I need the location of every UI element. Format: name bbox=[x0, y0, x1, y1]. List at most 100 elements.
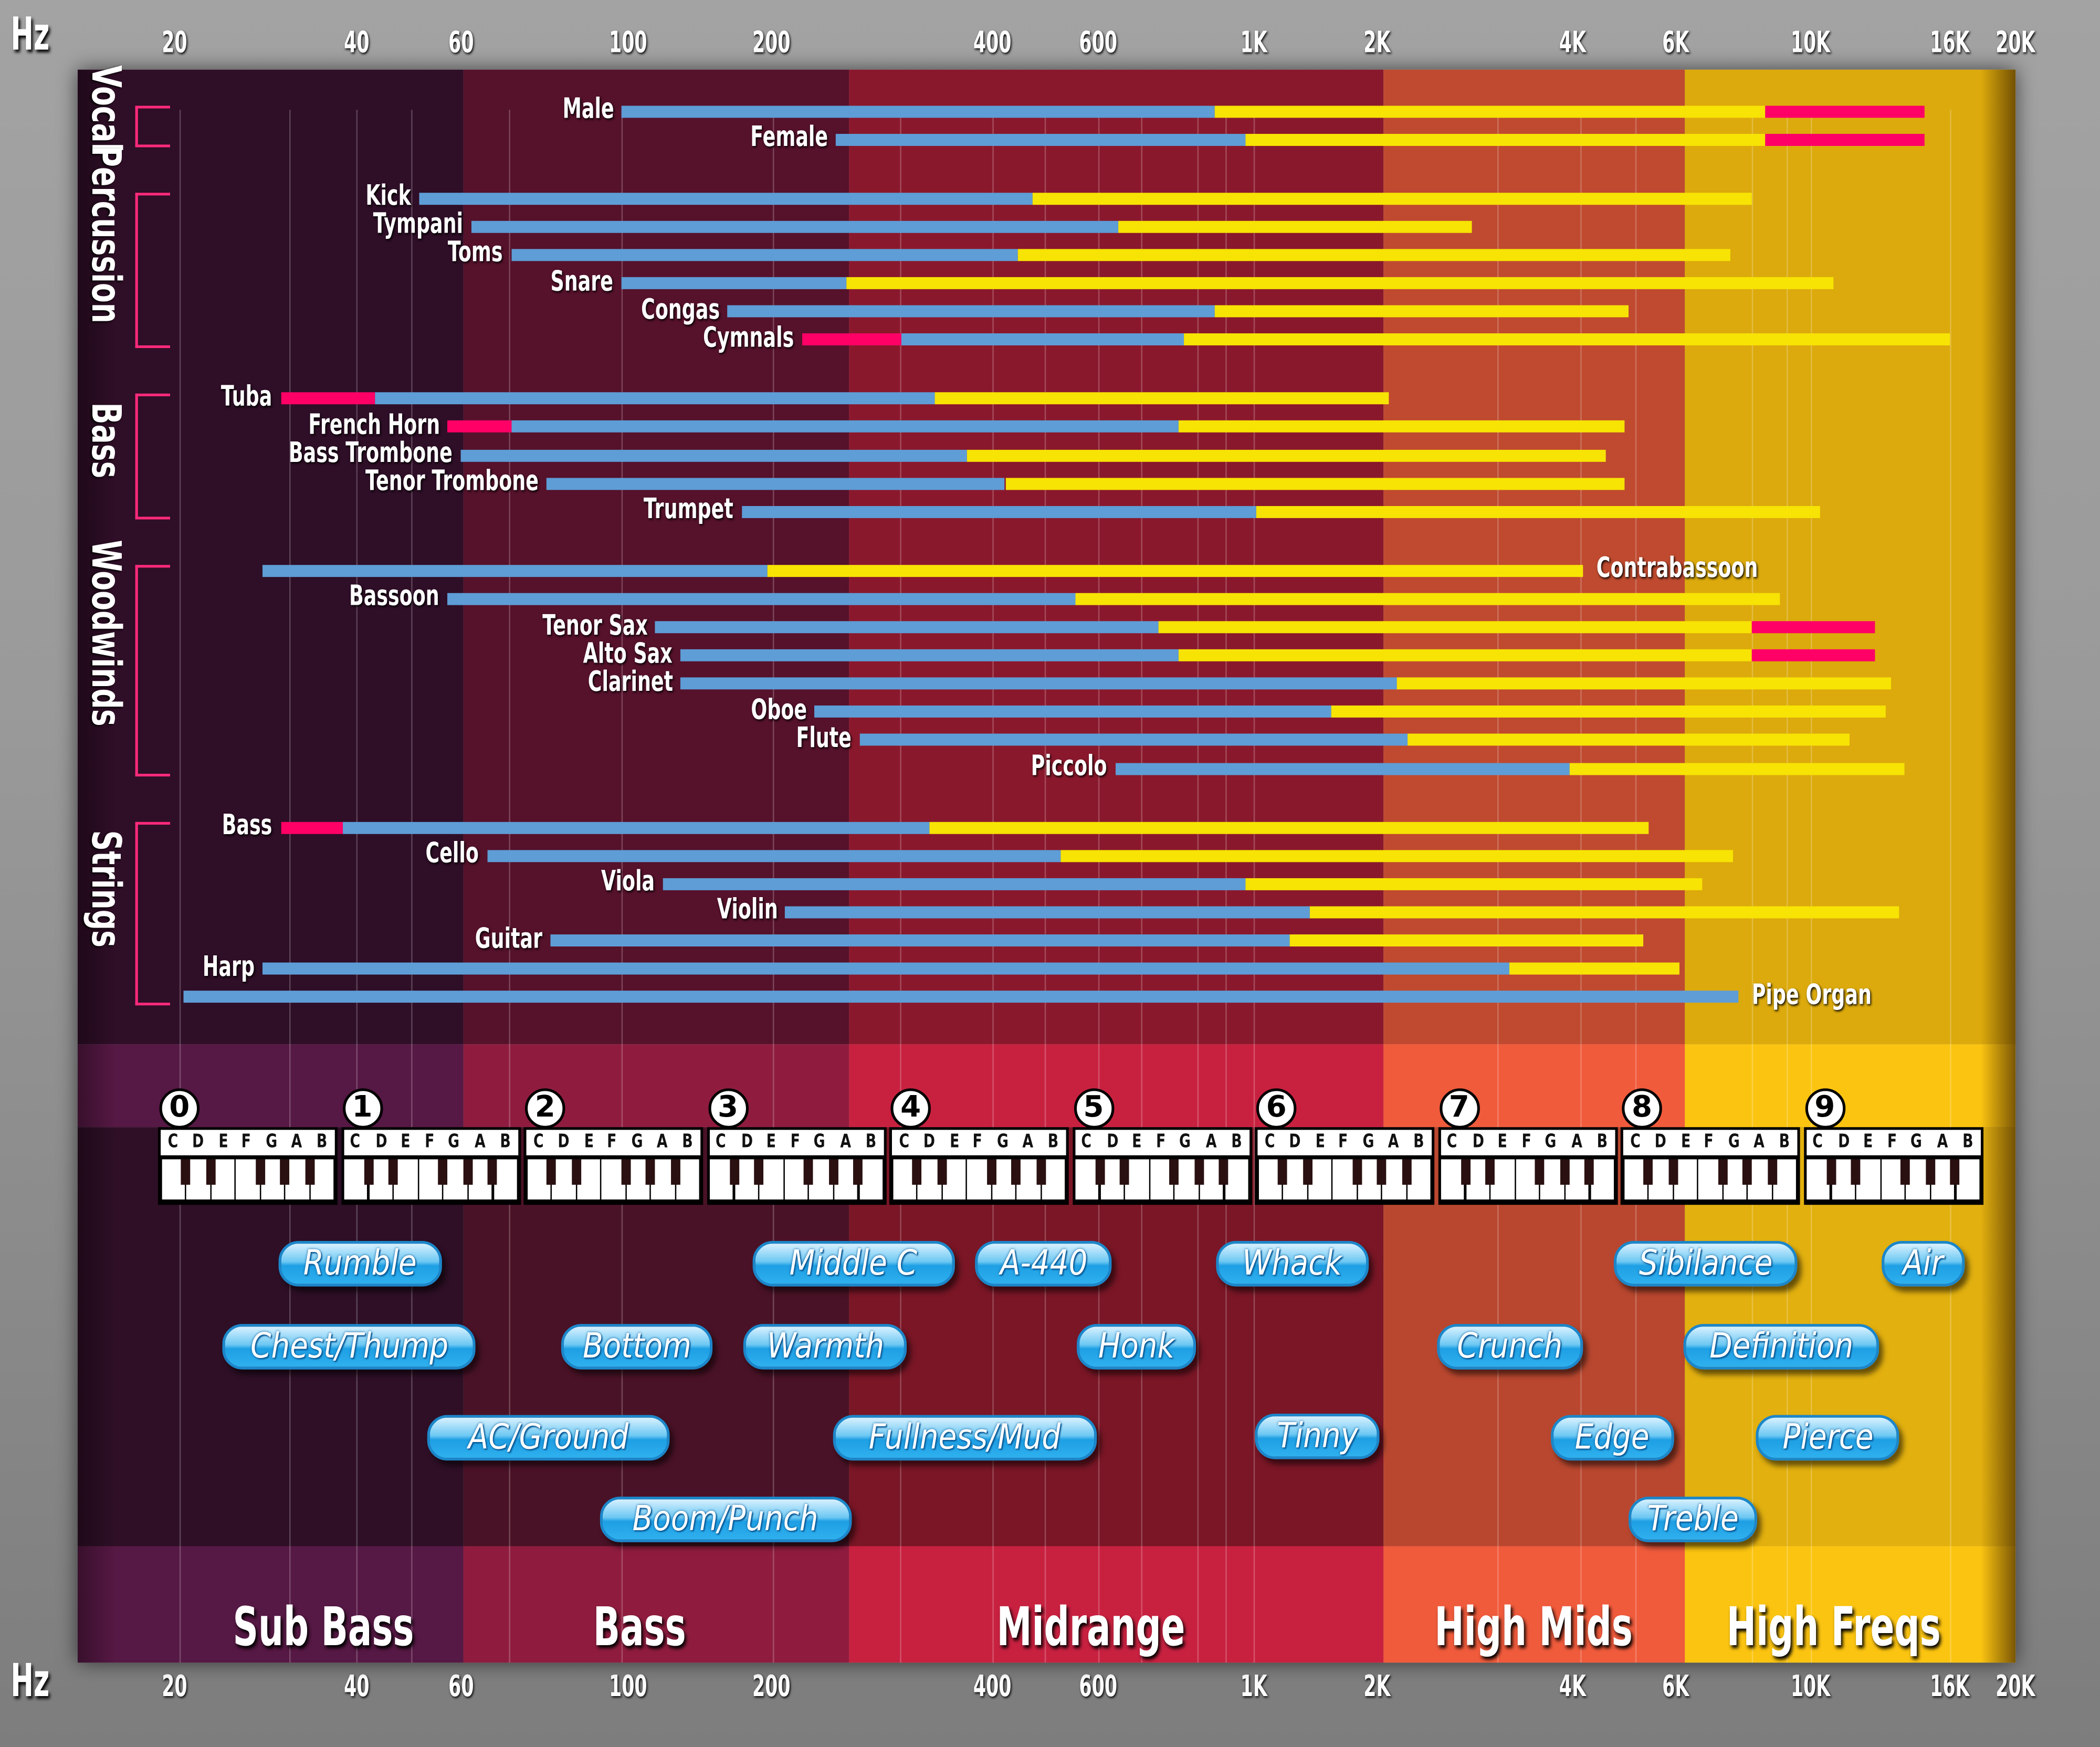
black-key[interactable] bbox=[1095, 1159, 1105, 1185]
white-key[interactable] bbox=[344, 1159, 368, 1199]
black-key[interactable] bbox=[854, 1159, 863, 1185]
tick-text: 100 bbox=[609, 1670, 647, 1704]
black-key[interactable] bbox=[1643, 1159, 1653, 1185]
black-key[interactable] bbox=[1668, 1159, 1678, 1185]
black-key[interactable] bbox=[1303, 1159, 1312, 1185]
white-key[interactable] bbox=[1200, 1159, 1223, 1199]
black-key[interactable] bbox=[438, 1159, 448, 1185]
black-key[interactable] bbox=[937, 1159, 947, 1185]
white-key[interactable] bbox=[1748, 1159, 1772, 1199]
bar-segment-blue bbox=[342, 821, 929, 834]
black-key[interactable] bbox=[463, 1159, 473, 1185]
white-key[interactable] bbox=[418, 1159, 443, 1199]
black-key[interactable] bbox=[754, 1159, 764, 1185]
black-key[interactable] bbox=[1718, 1159, 1728, 1185]
black-key[interactable] bbox=[1011, 1159, 1021, 1185]
black-key[interactable] bbox=[1377, 1159, 1387, 1185]
black-key[interactable] bbox=[571, 1159, 581, 1185]
white-key[interactable] bbox=[527, 1159, 551, 1199]
black-key[interactable] bbox=[1826, 1159, 1836, 1185]
black-key[interactable] bbox=[1194, 1159, 1204, 1185]
black-key[interactable] bbox=[1036, 1159, 1046, 1185]
black-key[interactable] bbox=[1119, 1159, 1129, 1185]
white-key[interactable] bbox=[1258, 1159, 1282, 1199]
black-key[interactable] bbox=[1768, 1159, 1777, 1185]
white-key[interactable] bbox=[161, 1159, 185, 1199]
white-key[interactable] bbox=[1881, 1159, 1905, 1199]
white-key[interactable] bbox=[1075, 1159, 1099, 1199]
note-letter: C bbox=[1630, 1131, 1641, 1153]
note-letter: B bbox=[865, 1131, 876, 1153]
black-key[interactable] bbox=[488, 1159, 498, 1185]
black-key[interactable] bbox=[1277, 1159, 1287, 1185]
white-key[interactable] bbox=[1624, 1159, 1647, 1199]
black-key[interactable] bbox=[828, 1159, 838, 1185]
white-key[interactable] bbox=[1565, 1159, 1589, 1199]
white-key[interactable] bbox=[892, 1159, 916, 1199]
black-key[interactable] bbox=[646, 1159, 656, 1185]
white-key[interactable] bbox=[1516, 1159, 1539, 1199]
tick-text: 4K bbox=[1559, 1670, 1586, 1704]
black-key[interactable] bbox=[1352, 1159, 1362, 1185]
black-key[interactable] bbox=[670, 1159, 680, 1185]
bar-segment-yellow bbox=[1214, 305, 1629, 318]
black-key[interactable] bbox=[1950, 1159, 1960, 1185]
white-key[interactable] bbox=[967, 1159, 991, 1199]
white-key[interactable] bbox=[1807, 1159, 1830, 1199]
black-key[interactable] bbox=[986, 1159, 996, 1185]
black-key[interactable] bbox=[255, 1159, 265, 1185]
white-key[interactable] bbox=[1017, 1159, 1041, 1199]
white-key[interactable] bbox=[651, 1159, 675, 1199]
note-letter: B bbox=[1779, 1131, 1790, 1153]
black-key[interactable] bbox=[621, 1159, 631, 1185]
black-key[interactable] bbox=[1169, 1159, 1179, 1185]
black-key[interactable] bbox=[1584, 1159, 1594, 1185]
black-key[interactable] bbox=[1925, 1159, 1935, 1185]
band-midrange bbox=[849, 69, 1384, 1045]
black-key[interactable] bbox=[280, 1159, 290, 1185]
black-key[interactable] bbox=[1461, 1159, 1470, 1185]
black-key[interactable] bbox=[388, 1159, 398, 1185]
white-key[interactable] bbox=[710, 1159, 733, 1199]
black-key[interactable] bbox=[1485, 1159, 1495, 1185]
white-key[interactable] bbox=[602, 1159, 625, 1199]
white-key[interactable] bbox=[784, 1159, 808, 1199]
black-key[interactable] bbox=[1402, 1159, 1412, 1185]
white-key[interactable] bbox=[1931, 1159, 1955, 1199]
note-letter: G bbox=[1362, 1131, 1374, 1153]
black-key[interactable] bbox=[1900, 1159, 1910, 1185]
black-key[interactable] bbox=[1851, 1159, 1861, 1185]
black-key[interactable] bbox=[804, 1159, 814, 1185]
bar-segment-red bbox=[1764, 133, 1925, 145]
white-key[interactable] bbox=[236, 1159, 260, 1199]
black-key[interactable] bbox=[305, 1159, 315, 1185]
white-key[interactable] bbox=[1150, 1159, 1174, 1199]
black-key[interactable] bbox=[181, 1159, 191, 1185]
black-key[interactable] bbox=[1560, 1159, 1570, 1185]
white-key[interactable] bbox=[1698, 1159, 1722, 1199]
white-key[interactable] bbox=[286, 1159, 309, 1199]
black-key[interactable] bbox=[912, 1159, 922, 1185]
white-key[interactable] bbox=[1382, 1159, 1406, 1199]
black-key[interactable] bbox=[1742, 1159, 1752, 1185]
black-key[interactable] bbox=[546, 1159, 556, 1185]
black-key[interactable] bbox=[729, 1159, 739, 1185]
white-key[interactable] bbox=[1333, 1159, 1357, 1199]
black-key[interactable] bbox=[1219, 1159, 1229, 1185]
white-key[interactable] bbox=[468, 1159, 492, 1199]
black-key[interactable] bbox=[1535, 1159, 1545, 1185]
white-key[interactable] bbox=[834, 1159, 858, 1199]
white-key[interactable] bbox=[1441, 1159, 1465, 1199]
black-key[interactable] bbox=[363, 1159, 373, 1185]
black-key[interactable] bbox=[205, 1159, 215, 1185]
